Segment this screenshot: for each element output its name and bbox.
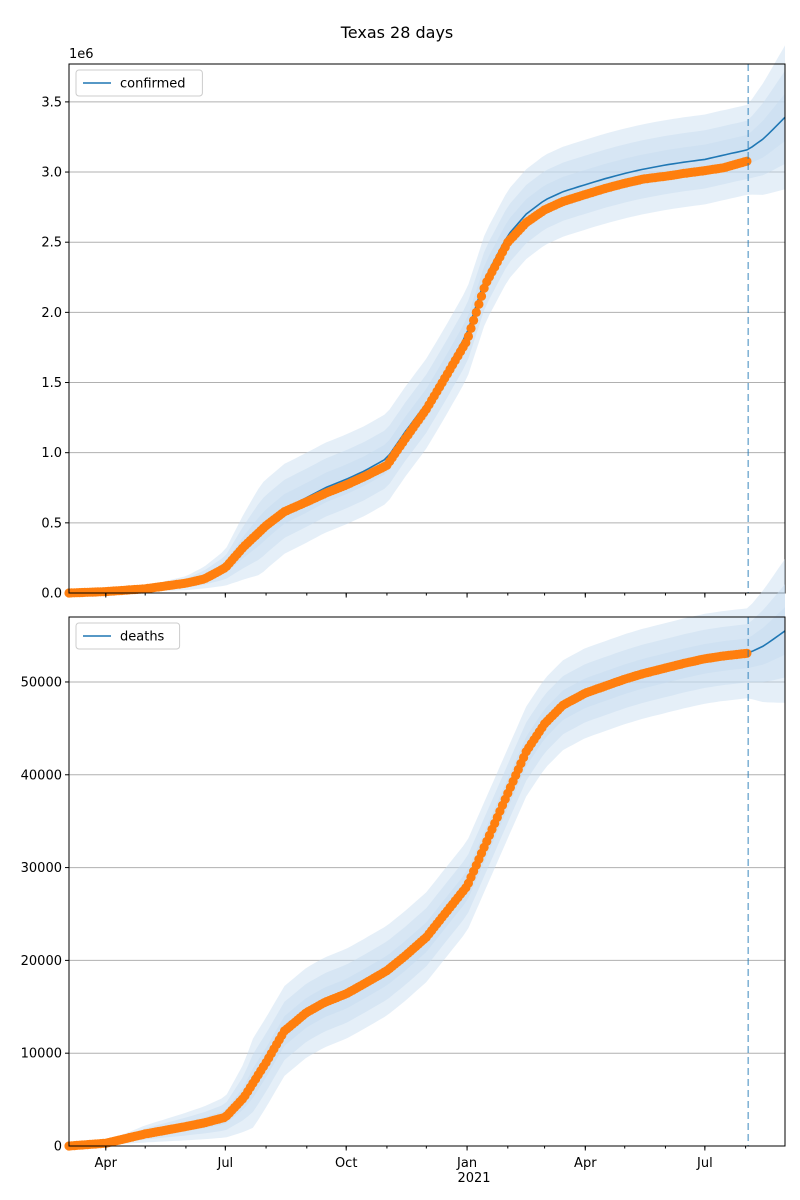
plot-frame (68, 63, 786, 594)
uncertainty-band (69, 70, 785, 594)
x-tick-label: Jan (456, 1156, 477, 1171)
y-tick-label: 3.5 (41, 95, 62, 110)
x-tick-label: Apr (95, 1156, 118, 1171)
legend-label: confirmed (120, 77, 186, 92)
observed-point (466, 323, 476, 333)
legend: deaths (75, 622, 181, 650)
legend-box (75, 69, 203, 97)
observed-point (742, 156, 752, 166)
y-tick-label: 0 (54, 1140, 62, 1155)
observed-point (474, 299, 484, 309)
y-tick-label: 0.0 (41, 587, 62, 602)
observed-point (469, 315, 479, 325)
y-tick-label: 10000 (21, 1047, 62, 1062)
y-tick-label: 20000 (21, 954, 62, 969)
y-tick-label: 3.0 (41, 166, 62, 181)
y-tick-label: 50000 (21, 675, 62, 690)
legend: confirmed (75, 69, 203, 97)
observed-point (463, 331, 473, 341)
uncertainty-band (69, 45, 785, 593)
figure-title: Texas 28 days (340, 23, 454, 42)
uncertainty-band (69, 93, 785, 593)
x-tick-label: Jul (216, 1156, 233, 1171)
uncertainty-band (69, 584, 785, 1146)
confirmed-panel: 0.0 0.5 1.0 1.5 2.0 2.5 3.0 3.5 1e6 confirmed (41, 45, 786, 602)
uncertainty-band (69, 559, 785, 1146)
y-tick-label: 2.0 (41, 306, 62, 321)
observed-point (471, 307, 481, 317)
deaths-panel: 0 10000 20000 30000 40000 50000 Apr Jul Oct Jan Ap… (21, 559, 786, 1171)
legend-box (75, 622, 181, 650)
y-tick-label: 2.5 (41, 236, 62, 251)
legend-label: deaths (120, 630, 165, 645)
y-tick-label: 1.0 (41, 446, 62, 461)
y-tick-label: 1.5 (41, 376, 62, 391)
plot-frame (68, 616, 786, 1147)
y-tick-label: 40000 (21, 768, 62, 783)
x-tick-label: Apr (574, 1156, 597, 1171)
y-scale-label: 1e6 (69, 47, 94, 62)
observed-point (476, 291, 487, 301)
x-tick-label: Oct (335, 1156, 357, 1171)
observed-point (742, 648, 752, 658)
y-tick-label: 30000 (21, 861, 62, 876)
x-tick-label: Jul (696, 1156, 713, 1171)
x-axis-year-label: 2021 (457, 1171, 490, 1186)
y-tick-label: 0.5 (41, 516, 62, 531)
